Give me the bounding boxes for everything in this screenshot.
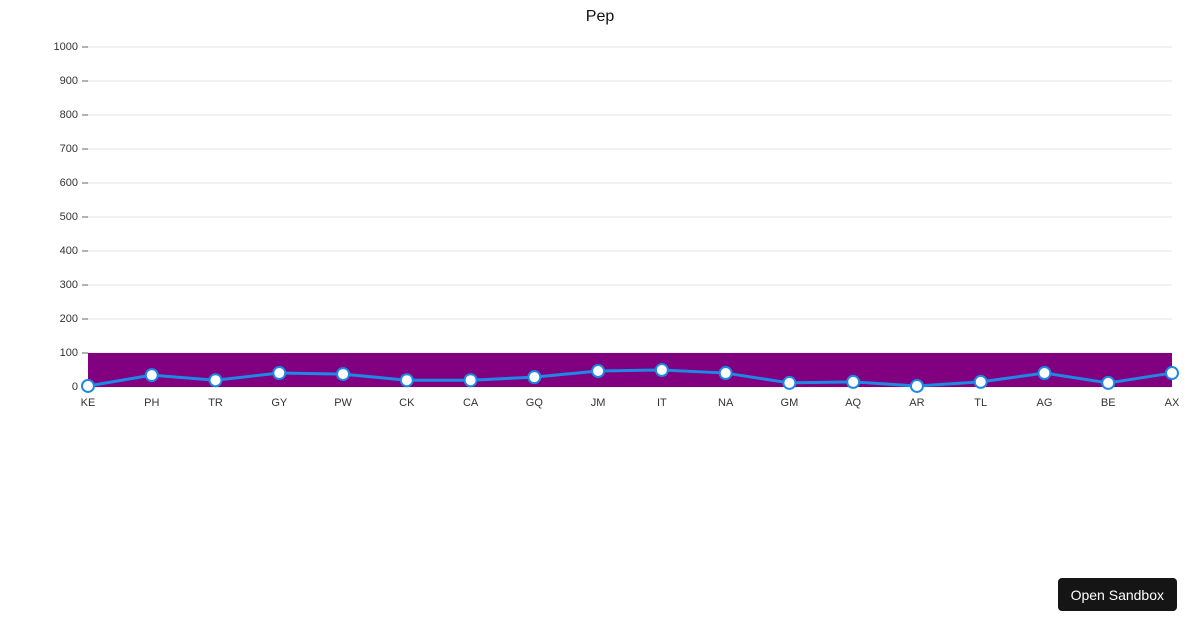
x-tick-label: AG xyxy=(1037,397,1053,409)
y-tick-label: 500 xyxy=(60,211,78,223)
y-tick-label: 1000 xyxy=(54,41,78,53)
x-tick-label: TL xyxy=(974,397,987,409)
x-tick-label: IT xyxy=(657,397,667,409)
x-tick-label: PW xyxy=(334,397,352,409)
point xyxy=(463,373,478,388)
point xyxy=(909,378,924,393)
y-tick-label: 900 xyxy=(60,75,78,87)
point xyxy=(1037,366,1052,381)
point xyxy=(336,367,351,382)
x-tick-label: CA xyxy=(463,397,479,409)
y-tick-label: 400 xyxy=(60,245,78,257)
x-tick-label: BE xyxy=(1101,397,1116,409)
y-tick-label: 100 xyxy=(60,347,78,359)
point xyxy=(591,364,606,379)
point xyxy=(144,368,159,383)
y-tick-label: 200 xyxy=(60,313,78,325)
x-tick-label: GY xyxy=(271,397,288,409)
point xyxy=(527,370,542,385)
y-tick-label: 700 xyxy=(60,143,78,155)
x-tick-label: AX xyxy=(1165,397,1180,409)
y-tick-label: 0 xyxy=(72,381,78,393)
x-tick-label: GM xyxy=(781,397,799,409)
line xyxy=(87,368,1173,388)
open-sandbox-button[interactable]: Open Sandbox xyxy=(1057,578,1177,611)
x-tick-label: KE xyxy=(81,397,96,409)
x-tick-label: GQ xyxy=(526,397,544,409)
point xyxy=(1165,366,1179,381)
point xyxy=(718,366,733,381)
x-tick-label: JM xyxy=(591,397,606,409)
point xyxy=(782,375,797,390)
y-tick-label: 800 xyxy=(60,109,78,121)
x-tick-label: PH xyxy=(144,397,159,409)
x-tick-label: TR xyxy=(208,397,223,409)
x-tick-label: NA xyxy=(718,397,734,409)
y-tick-label: 600 xyxy=(60,177,78,189)
point xyxy=(654,363,669,377)
x-tick-label: CK xyxy=(399,397,415,409)
point xyxy=(973,374,988,389)
point xyxy=(81,378,95,393)
point xyxy=(208,373,223,388)
x-tick-label: AR xyxy=(909,397,924,409)
y-tick-label: 300 xyxy=(60,279,78,291)
point xyxy=(399,373,414,388)
x-tick-label: AQ xyxy=(845,397,861,409)
chart-title: Pep xyxy=(586,8,615,25)
point xyxy=(1101,375,1116,390)
point xyxy=(846,374,861,389)
point xyxy=(272,366,287,381)
